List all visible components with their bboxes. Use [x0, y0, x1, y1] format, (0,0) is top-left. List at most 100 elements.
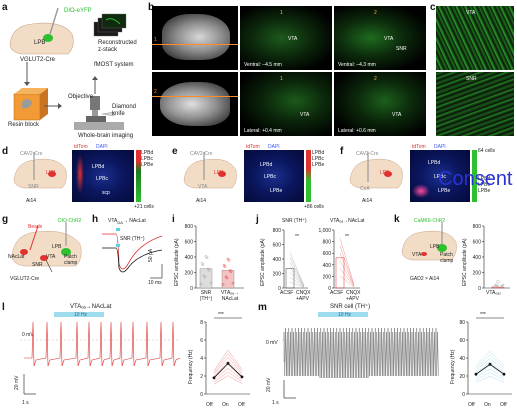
m-cell-line [475, 354, 505, 369]
j-left-ytick-label: 400 [273, 257, 282, 263]
h-title1-tail: → NAcLat [122, 218, 146, 224]
b-num-2: 2 [154, 89, 157, 95]
l-cell-line [213, 349, 243, 371]
c-snr-label: SNR [466, 76, 477, 82]
panel-b-label: b [148, 2, 154, 13]
j-left-ytick-label: 0 [278, 286, 281, 292]
j-right-pair [339, 260, 355, 287]
k-brain-schematic [401, 222, 457, 261]
h-title2: SNR (TH⁺) [120, 236, 145, 242]
m-cell-line [475, 361, 505, 373]
m-ytick-label: 80 [459, 320, 465, 326]
b-num-1c: 1 [280, 76, 283, 82]
m-scale-x: 1 s [272, 400, 279, 406]
l-ytick-label: 6 [200, 338, 203, 344]
m-voltage-trace [282, 327, 439, 399]
panel-m-label: m [258, 302, 267, 313]
k-ytick-label: 0 [478, 286, 481, 292]
panel-e-label: e [172, 146, 178, 157]
panel-a-schematic [9, 7, 127, 130]
m-ylabel: Frequency (Hz) [450, 349, 456, 384]
j-right-ytick-label: 800 [323, 240, 332, 246]
panel-i-label: i [172, 214, 175, 225]
b-lateral-section-2: 2 VTA Lateral: +0.6 mm [334, 72, 426, 136]
m-cell-line [475, 350, 505, 366]
panel-f-label: f [340, 146, 344, 157]
b-vta-1: VTA [288, 36, 298, 42]
i-point [231, 281, 235, 285]
b-lateral2: Lateral: +0.6 mm [338, 128, 376, 134]
b-vta-2: VTA [384, 36, 394, 42]
k-point [496, 280, 500, 284]
g-nacl: NAcLat [8, 254, 25, 260]
f-stain2: DAPI [434, 144, 446, 150]
d-brain-schematic [13, 152, 67, 189]
m-trace-path [283, 327, 439, 379]
j-left-pair [289, 252, 305, 286]
d-sub-0: LPBd [92, 164, 105, 170]
l-cell-line [213, 356, 243, 375]
l-frequency-chart: 0 2 4 6 8 [200, 317, 250, 398]
j-right-pair [339, 268, 355, 287]
b-lateral1: Lateral: +0.4 mm [244, 128, 282, 134]
d-micrograph: LPBd LPBc scp [72, 150, 134, 202]
f-sub-1: LPBc [434, 174, 446, 180]
a-knife-label: Diamond knife [112, 104, 137, 117]
k-ytick-label: 600 [473, 240, 482, 246]
b-snr-2: SNR [396, 46, 407, 52]
b-num-2b: 2 [374, 10, 377, 16]
panel-a-label: a [2, 2, 8, 13]
m-xcat-2: Off [500, 402, 507, 408]
m-mean-point [488, 362, 492, 366]
m-ytick-label: 60 [459, 338, 465, 344]
l-ytick-label: 8 [200, 320, 203, 326]
l-mean-point [226, 362, 230, 365]
f-sub-2: LPBe [438, 188, 451, 194]
j-right-pair [339, 245, 355, 286]
e-mouse: Ai14 [196, 198, 207, 204]
panel-l-label: l [2, 302, 5, 313]
e-sub-0: LPBd [260, 162, 273, 168]
panel-k-label: k [394, 214, 400, 225]
panel-h-label: h [92, 214, 99, 225]
b-ventral2: Ventral: –4.3 mm [338, 62, 376, 68]
i-point [209, 281, 213, 285]
a-mouse-label: VGLUT2-Cre [20, 57, 56, 63]
m-frequency-chart: 0 20 40 60 80 [459, 317, 512, 398]
j-xcat-0: ACSF [280, 290, 294, 296]
l-cell-line [213, 371, 243, 383]
h-epsc-traces [102, 228, 163, 279]
b-vta-3: VTA [300, 112, 310, 118]
d-sub-3: scp [102, 190, 110, 196]
j-right-ytick-label: 400 [323, 263, 332, 269]
i-ytick-label: 0 [190, 286, 193, 292]
j-left-pair [289, 272, 305, 287]
d-mouse: Ai14 [26, 198, 37, 204]
l-title: VTAₒₐ→NAcLat [70, 304, 112, 310]
m-xcat-1: On [484, 402, 491, 408]
m-stim: 10 Hz [338, 312, 352, 318]
m-ytick-label: 40 [459, 356, 465, 362]
i-bar [221, 269, 235, 289]
m-scale-y: 20 mV [266, 377, 272, 392]
j-left-bar [285, 268, 295, 289]
l-cell-line [213, 353, 243, 373]
f-mouse: Ai14 [362, 198, 373, 204]
j-right-ytick-label: 200 [323, 274, 332, 280]
a-wbi-label: Whole-brain imaging [78, 133, 134, 139]
k-ytick-label: 400 [473, 255, 482, 261]
l-ytick-label: 2 [200, 374, 203, 380]
d-target: LPB [46, 170, 56, 176]
panel-d-label: d [2, 146, 9, 157]
d-scale-bot: +21 cells [134, 204, 154, 210]
l-cell-line [213, 360, 243, 377]
b-ventral1: Ventral: –4.5 mm [244, 62, 282, 68]
m-cell-line [475, 368, 505, 378]
j-xcat-1: CNQX +APV [296, 290, 311, 302]
panel-j-label: j [256, 214, 259, 225]
m-sig: *** [480, 312, 486, 318]
m-cell-line [475, 372, 505, 380]
g-vta: VTA [46, 254, 56, 260]
i-point [228, 269, 232, 272]
m-mean-point [502, 372, 506, 376]
